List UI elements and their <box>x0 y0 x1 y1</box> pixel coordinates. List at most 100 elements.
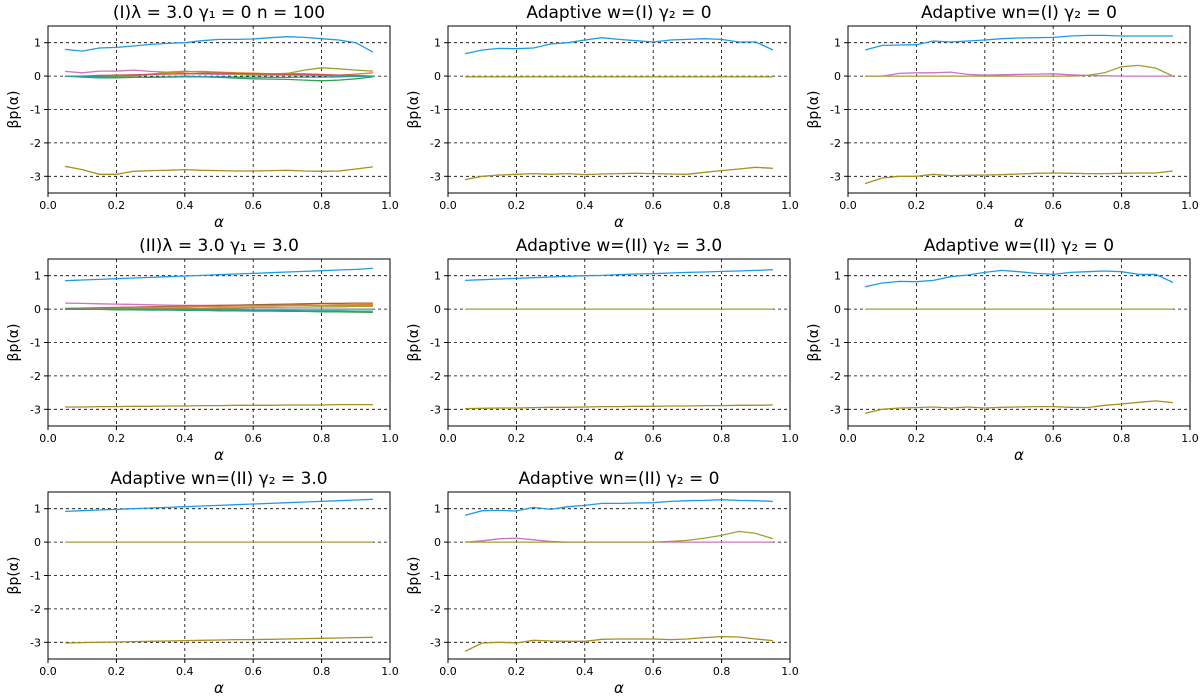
x-tick-label: 0.8 <box>713 665 731 678</box>
chart-panel: (I)λ = 3.0 γ₁ = 0 n = 100 0.0 0.2 0.4 0.6 0.8… <box>6 3 399 231</box>
x-tick-label: 1.0 <box>781 432 799 445</box>
x-tick-label: 0.6 <box>644 665 662 678</box>
x-axis-label: α <box>214 446 224 464</box>
series-line-7 <box>65 308 373 312</box>
x-axis-label: α <box>214 679 224 697</box>
y-tick-label: 1 <box>34 37 41 50</box>
series-line-0 <box>465 269 773 282</box>
y-tick-label: -2 <box>30 370 41 383</box>
x-tick-label: 0.6 <box>244 199 262 212</box>
x-tick-label: 0.2 <box>508 665 526 678</box>
y-tick-label: -1 <box>830 104 841 117</box>
x-tick-label: 0.4 <box>576 199 594 212</box>
x-tick-label: 1.0 <box>781 665 799 678</box>
x-tick-label: 0.8 <box>1113 432 1131 445</box>
y-axis-label: βp(α) <box>806 91 822 129</box>
series-line-0 <box>864 34 1173 51</box>
y-tick-label: -1 <box>30 337 41 350</box>
x-tick-label: 0.0 <box>39 665 57 678</box>
x-tick-label: 0.6 <box>644 432 662 445</box>
y-axis-label: βp(α) <box>806 324 822 362</box>
series-line-2 <box>65 636 373 644</box>
x-tick-label: 0.2 <box>908 432 926 445</box>
x-tick-label: 0.4 <box>576 432 594 445</box>
x-tick-label: 0.4 <box>176 199 194 212</box>
series-line-0 <box>464 499 773 517</box>
y-tick-label: -3 <box>430 403 441 416</box>
series-line-2 <box>465 530 774 543</box>
series-line-2 <box>865 64 1174 77</box>
x-tick-label: 0.4 <box>176 432 194 445</box>
y-tick-label: -2 <box>430 137 441 150</box>
x-axis-label: α <box>214 213 224 231</box>
series-line-2 <box>465 404 773 410</box>
y-tick-label: -3 <box>30 636 41 649</box>
y-axis-label: βp(α) <box>406 324 422 362</box>
series-line-3 <box>864 170 1173 185</box>
x-tick-label: 1.0 <box>781 199 799 212</box>
y-tick-label: 0 <box>434 70 441 83</box>
y-tick-label: 0 <box>834 303 841 316</box>
y-tick-label: -3 <box>830 170 841 183</box>
x-tick-label: 1.0 <box>381 665 399 678</box>
y-tick-label: -1 <box>30 104 41 117</box>
chart-panel: Adaptive w=(II) γ₂ = 0 0.0 0.2 0.4 0.6 0.8 1.0… <box>806 236 1199 464</box>
x-tick-label: 0.8 <box>313 199 331 212</box>
x-tick-label: 0.4 <box>976 199 994 212</box>
y-tick-label: 1 <box>34 270 41 283</box>
y-tick-label: 1 <box>834 270 841 283</box>
chart-panel: Adaptive wn=(II) γ₂ = 3.0 0.0 0.2 0.4 0.6 0.8… <box>6 469 399 697</box>
series-line-1 <box>464 166 773 181</box>
x-tick-label: 0.0 <box>439 432 457 445</box>
y-axis-label: βp(α) <box>6 557 22 595</box>
series-line-7 <box>64 165 373 175</box>
y-tick-label: -2 <box>430 370 441 383</box>
series-line-6 <box>65 75 373 79</box>
x-tick-label: 1.0 <box>1181 199 1199 212</box>
y-tick-label: -1 <box>430 337 441 350</box>
y-axis-label: βp(α) <box>6 324 22 362</box>
x-tick-label: 1.0 <box>381 432 399 445</box>
y-tick-label: -3 <box>430 170 441 183</box>
panel-title: Adaptive wn=(II) γ₂ = 3.0 <box>110 469 327 489</box>
y-tick-label: -1 <box>830 337 841 350</box>
series-line-3 <box>65 303 373 310</box>
y-tick-label: -2 <box>830 137 841 150</box>
series-line-3 <box>464 635 773 652</box>
x-tick-label: 0.0 <box>39 432 57 445</box>
y-tick-label: -1 <box>30 570 41 583</box>
y-tick-label: -2 <box>30 603 41 616</box>
series-line-0 <box>65 267 373 282</box>
panel-title: Adaptive w=(I) γ₂ = 0 <box>526 3 711 23</box>
y-tick-label: -3 <box>830 403 841 416</box>
panel-title: (I)λ = 3.0 γ₁ = 0 n = 100 <box>113 3 325 23</box>
y-tick-label: 1 <box>834 37 841 50</box>
x-axis-label: α <box>1014 446 1024 464</box>
y-axis-label: βp(α) <box>406 91 422 129</box>
x-tick-label: 1.0 <box>1181 432 1199 445</box>
y-tick-label: 0 <box>34 70 41 83</box>
x-tick-label: 0.2 <box>108 199 126 212</box>
y-tick-label: -3 <box>30 403 41 416</box>
y-axis-label: βp(α) <box>6 91 22 129</box>
x-tick-label: 1.0 <box>381 199 399 212</box>
x-tick-label: 0.8 <box>713 199 731 212</box>
x-tick-label: 0.6 <box>644 199 662 212</box>
x-tick-label: 0.0 <box>439 665 457 678</box>
x-tick-label: 0.8 <box>313 665 331 678</box>
y-tick-label: 0 <box>434 303 441 316</box>
x-tick-label: 0.2 <box>908 199 926 212</box>
chart-panel: Adaptive wn=(I) γ₂ = 0 0.0 0.2 0.4 0.6 0.8 1.0… <box>806 3 1199 231</box>
panel-title: (II)λ = 3.0 γ₁ = 3.0 <box>139 236 299 256</box>
chart-panel: Adaptive w=(I) γ₂ = 0 0.0 0.2 0.4 0.6 0.8 1.0 1… <box>406 3 799 231</box>
x-tick-label: 0.2 <box>108 432 126 445</box>
x-tick-label: 0.2 <box>508 432 526 445</box>
y-tick-label: -3 <box>30 170 41 183</box>
chart-panel: (II)λ = 3.0 γ₁ = 3.0 0.0 0.2 0.4 0.6 0.8 1.0 1 0… <box>6 236 399 464</box>
x-tick-label: 0.6 <box>1044 199 1062 212</box>
x-tick-label: 0.4 <box>176 665 194 678</box>
y-tick-label: 0 <box>834 70 841 83</box>
y-tick-label: -1 <box>430 104 441 117</box>
y-axis-label: βp(α) <box>406 557 422 595</box>
